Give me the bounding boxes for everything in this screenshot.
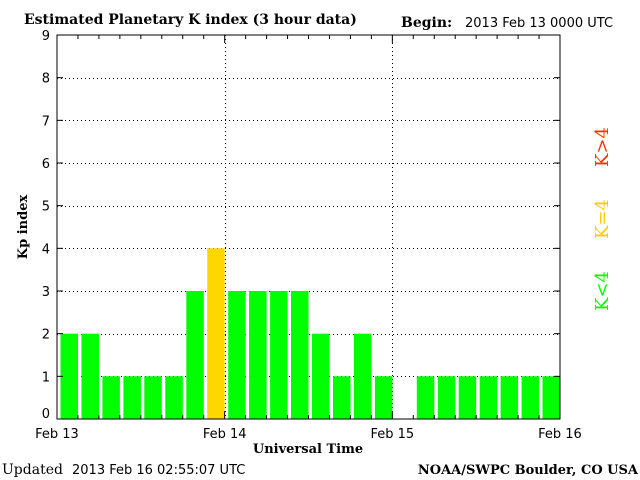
kp-bar xyxy=(228,291,246,419)
kp-bar xyxy=(312,333,330,419)
kp-bar xyxy=(353,333,372,419)
x-axis-ticks: Feb 13 Feb 14 Feb 15 Feb 16 xyxy=(35,35,582,442)
updated-value: 2013 Feb 16 02:55:07 UTC xyxy=(72,463,245,478)
y-tick-label: 8 xyxy=(42,72,50,87)
legend-k-equal-4: K=4 xyxy=(592,199,613,239)
x-tick-label: Feb 13 xyxy=(35,427,79,442)
kp-bar xyxy=(500,376,519,419)
y-tick-label: 4 xyxy=(42,242,50,257)
kp-bar xyxy=(165,376,183,419)
kp-bar xyxy=(458,376,477,419)
x-tick-label: Feb 16 xyxy=(538,427,582,442)
kp-bar xyxy=(416,376,435,419)
legend-k-less-than-4: K<4 xyxy=(592,271,613,311)
y-tick-label: 7 xyxy=(42,114,50,129)
kp-bar xyxy=(542,376,560,419)
chart-title: Estimated Planetary K index (3 hour data… xyxy=(24,12,357,28)
bar-series xyxy=(60,248,560,419)
legend-k-greater-than-4: K>4 xyxy=(592,127,613,167)
kp-bar xyxy=(270,291,288,419)
y-tick-label: 1 xyxy=(42,370,50,385)
begin-label: Begin: xyxy=(401,15,452,31)
x-tick-label: Feb 15 xyxy=(370,427,414,442)
begin-value: 2013 Feb 13 0000 UTC xyxy=(465,16,613,31)
kp-bar xyxy=(437,376,456,419)
y-tick-label: 2 xyxy=(42,328,50,343)
kp-bar xyxy=(249,291,267,419)
y-axis-ticks: 0 1 2 3 4 5 6 7 8 9 xyxy=(42,29,560,422)
kp-bar xyxy=(291,291,309,419)
kp-bar xyxy=(521,376,540,419)
y-tick-label: 9 xyxy=(42,29,50,44)
x-axis-label: Universal Time xyxy=(253,442,363,457)
x-tick-label: Feb 14 xyxy=(203,427,247,442)
credit-text: NOAA/SWPC Boulder, CO USA xyxy=(418,463,639,478)
kp-bar xyxy=(479,376,498,419)
y-tick-label: 5 xyxy=(42,200,50,215)
kp-bar xyxy=(144,376,162,419)
kp-bar xyxy=(102,376,120,419)
updated-label: Updated xyxy=(2,462,63,478)
kp-bar xyxy=(81,333,99,419)
kp-bar xyxy=(123,376,141,419)
y-tick-label: 3 xyxy=(42,285,50,300)
kp-bar xyxy=(374,376,393,419)
y-tick-label: 6 xyxy=(42,157,50,172)
gridlines xyxy=(57,35,560,419)
y-axis-label: Kp index xyxy=(16,195,31,260)
kp-bar xyxy=(186,291,204,419)
kp-bar xyxy=(333,376,351,419)
kp-bar xyxy=(60,333,78,419)
kp-bar xyxy=(207,248,225,419)
y-tick-label: 0 xyxy=(42,407,50,422)
